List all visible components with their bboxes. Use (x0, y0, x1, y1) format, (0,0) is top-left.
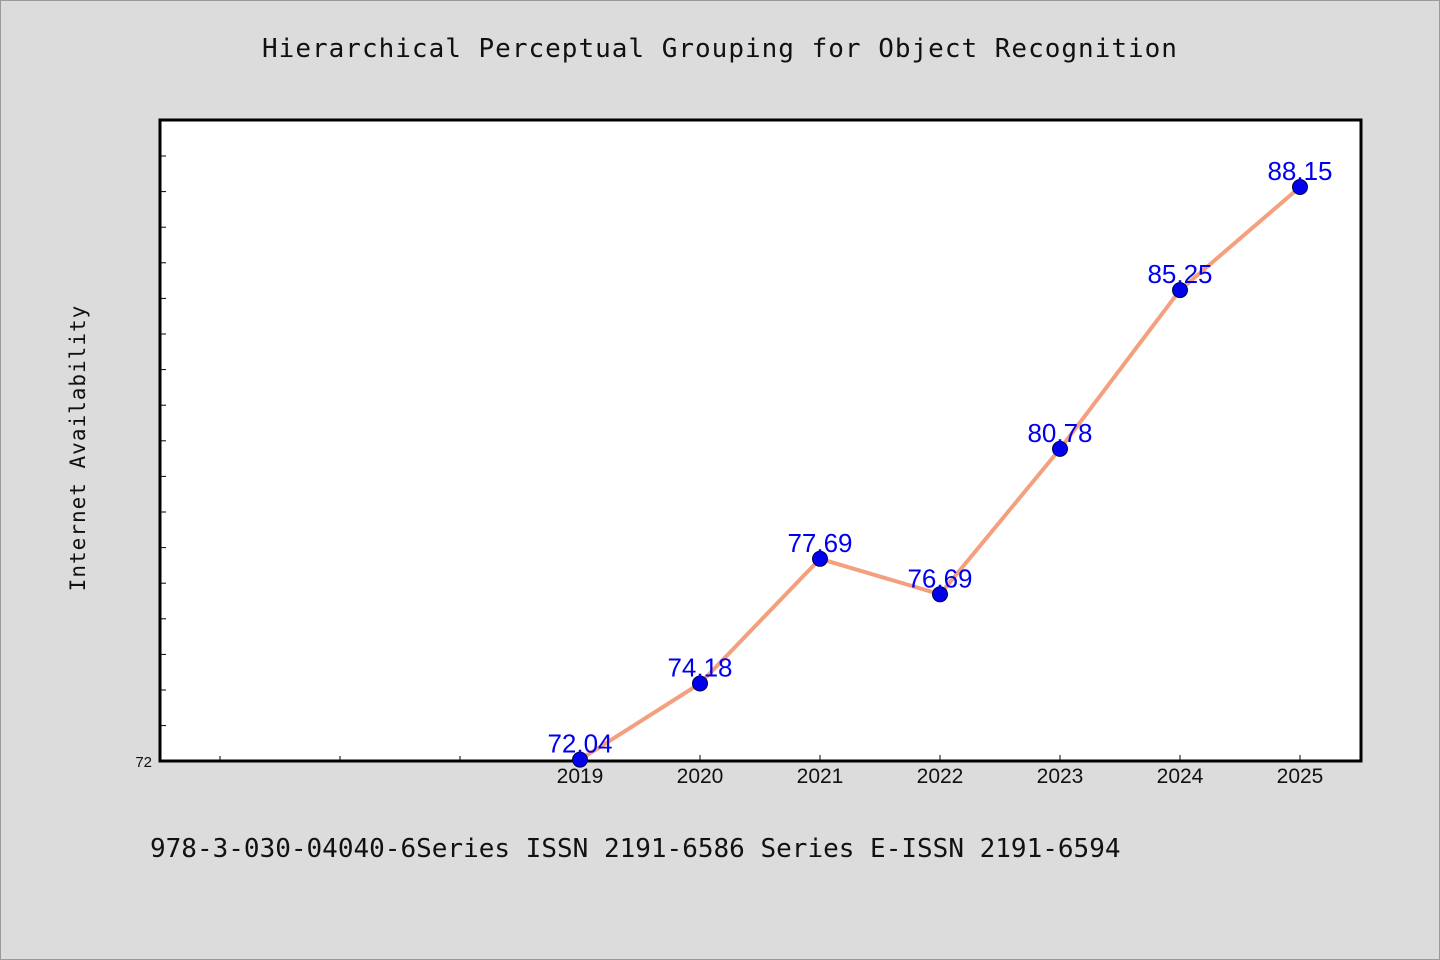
x-axis-ticks: 2019 2020 2021 2022 2023 2024 2025 (557, 755, 1324, 788)
data-label: 76.69 (907, 563, 972, 593)
data-label: 74.18 (667, 653, 732, 683)
chart-title: Hierarchical Perceptual Grouping for Obj… (262, 34, 1178, 64)
x-tick-label: 2023 (1037, 765, 1084, 788)
x-tick-label: 2025 (1277, 765, 1324, 788)
y-tick-label: 72 (135, 754, 152, 771)
data-point-marker (1052, 440, 1068, 457)
data-point-marker (692, 675, 708, 692)
data-label: 80.78 (1027, 418, 1092, 448)
footer-isbn-text: 978-3-030-04040-6Series ISSN 2191-6586 S… (150, 834, 1121, 864)
x-tick-label: 2020 (677, 765, 724, 788)
data-label: 72.04 (547, 729, 612, 759)
x-tick-label: 2021 (797, 765, 844, 788)
data-point-marker (812, 550, 828, 567)
x-tick-label: 2019 (557, 765, 604, 788)
x-tick-label: 2022 (917, 765, 964, 788)
data-label: 77.69 (787, 528, 852, 558)
x-tick-label: 2024 (1157, 765, 1204, 788)
plot-area (158, 118, 1363, 763)
data-labels: 72.04 74.18 77.69 76.69 80.78 85.25 88.15 (547, 156, 1332, 759)
series-line-group (572, 179, 1308, 768)
data-point-marker (932, 586, 948, 603)
y-axis-ticks: 72 (135, 155, 166, 771)
minor-ticks (219, 756, 461, 760)
data-point-marker (572, 751, 588, 768)
data-point-marker (1292, 179, 1308, 195)
data-label: 85.25 (1147, 259, 1212, 289)
data-label: 88.15 (1267, 156, 1332, 186)
data-point-marker (1172, 282, 1188, 299)
